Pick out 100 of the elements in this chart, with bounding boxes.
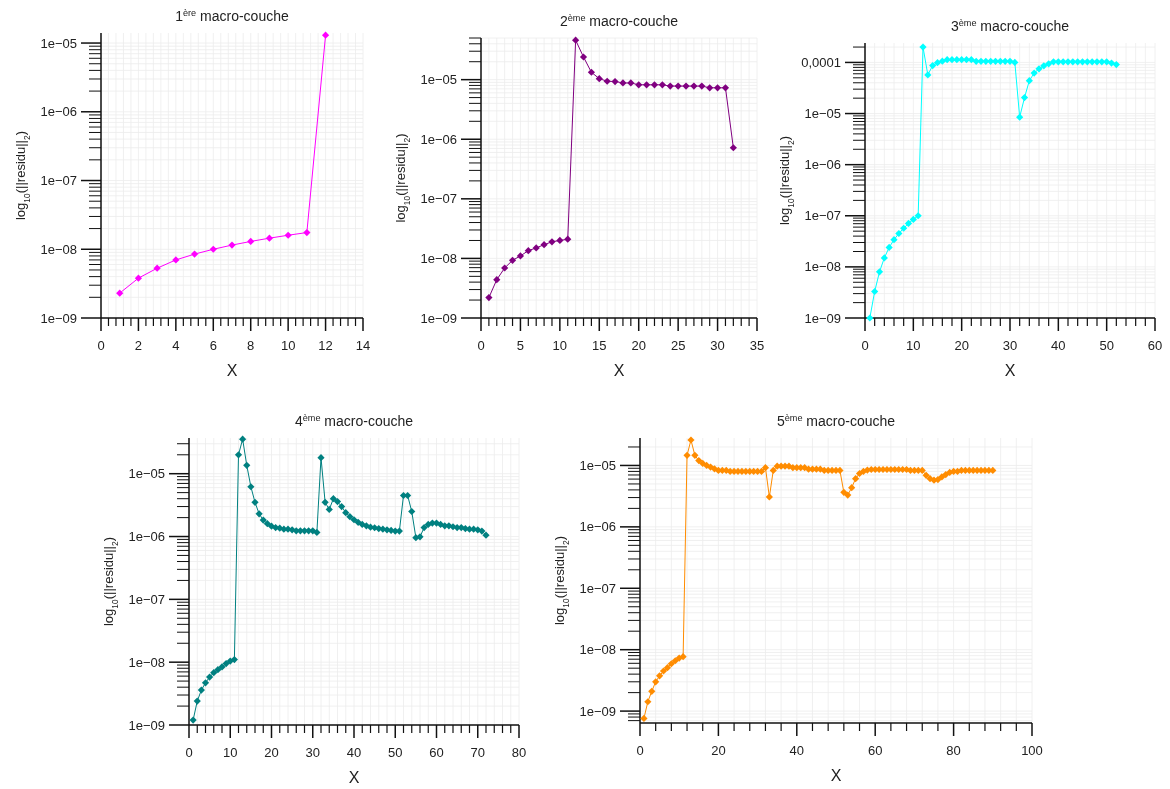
point: [674, 82, 682, 90]
point: [619, 79, 627, 87]
point: [1083, 58, 1091, 66]
point: [548, 238, 556, 246]
x-tick-label: 100: [1021, 743, 1043, 758]
y-tick-label: 1e−05: [804, 106, 841, 122]
y-tick-label: 1e−08: [579, 642, 616, 658]
point: [524, 247, 532, 255]
x-tick-label: 60: [1147, 338, 1163, 353]
x-axis-title: X: [613, 362, 625, 379]
point: [508, 256, 517, 264]
x-tick-label: 20: [954, 338, 969, 353]
x-tick-label: 10: [906, 338, 921, 353]
y-tick-label: 1e−09: [128, 717, 165, 733]
y-tick-label: 1e−09: [420, 310, 457, 326]
point: [729, 144, 737, 152]
point: [885, 243, 893, 252]
point: [603, 77, 611, 85]
point: [929, 61, 937, 70]
point: [972, 57, 980, 65]
x-tick-label: 8: [247, 338, 255, 353]
point: [890, 236, 898, 244]
x-axis-title: X: [348, 769, 360, 786]
point: [1103, 58, 1111, 66]
x-tick-label: 0: [861, 338, 869, 353]
point: [706, 84, 714, 92]
y-tick-label: 0,0001: [801, 54, 841, 70]
x-tick-label: 2: [134, 338, 143, 353]
x-tick-label: 10: [223, 745, 238, 760]
x-tick-label: 50: [1099, 338, 1114, 353]
y-tick-label: 1e−07: [579, 580, 616, 596]
point: [1069, 58, 1077, 66]
point: [690, 82, 698, 90]
point: [650, 81, 659, 89]
point: [556, 236, 564, 245]
x-tick-label: 14: [355, 338, 371, 353]
point: [1040, 62, 1048, 70]
y-tick-label: 1e−05: [40, 35, 77, 51]
point: [880, 254, 888, 262]
y-tick-label: 1e−08: [420, 250, 457, 266]
x-tick-label: 50: [388, 745, 403, 760]
point: [611, 77, 619, 86]
point: [1001, 57, 1009, 65]
y-tick-label: 1e−07: [420, 191, 457, 207]
point: [493, 276, 501, 284]
chart-title: 4$^{ème}$ macro-couche: [294, 413, 414, 429]
point: [284, 231, 292, 239]
point: [658, 81, 666, 89]
x-axis-title: X: [226, 362, 238, 379]
point: [247, 237, 255, 246]
x-axis-title: X: [830, 767, 842, 784]
point: [721, 84, 730, 92]
x-tick-label: 0: [185, 745, 193, 760]
point: [1098, 58, 1106, 66]
point: [924, 71, 932, 79]
y-tick-label: 1e−07: [40, 173, 77, 189]
x-tick-label: 4: [172, 338, 180, 353]
point: [116, 289, 124, 297]
y-tick-label: 1e−07: [128, 591, 165, 607]
x-tick-label: 60: [429, 745, 444, 760]
y-tick-label: 1e−05: [420, 72, 457, 88]
point: [900, 224, 908, 232]
point: [595, 75, 603, 83]
y-tick-label: 1e−05: [579, 458, 616, 474]
point: [982, 57, 990, 65]
y-tick-label: 1e−09: [804, 310, 841, 326]
point: [1035, 65, 1043, 73]
x-tick-label: 20: [711, 743, 726, 758]
y-tick-label: 1e−06: [40, 104, 77, 120]
chart-title: 5$^{ème}$ macro-couche: [776, 413, 896, 429]
point: [919, 43, 927, 51]
y-tick-label: 1e−06: [420, 131, 457, 147]
point: [228, 241, 236, 249]
y-tick-label: 1e−09: [579, 703, 616, 719]
x-tick-label: 30: [305, 745, 320, 760]
point: [627, 79, 635, 87]
x-tick-label: 6: [209, 338, 217, 353]
x-tick-label: 40: [1051, 338, 1066, 353]
x-tick-label: 60: [867, 743, 883, 758]
y-tick-label: 1e−08: [804, 259, 841, 275]
x-tick-label: 80: [511, 745, 527, 760]
x-tick-label: 25: [670, 338, 686, 353]
x-tick-label: 40: [789, 743, 805, 758]
point: [540, 241, 548, 249]
y-tick-label: 1e−07: [804, 208, 841, 224]
x-axis-title: X: [1004, 362, 1016, 379]
point: [943, 56, 951, 64]
x-tick-label: 10: [552, 338, 568, 353]
x-tick-label: 15: [592, 338, 607, 353]
point: [485, 294, 493, 302]
point: [904, 219, 913, 227]
point: [572, 36, 580, 44]
point: [134, 274, 143, 282]
point: [953, 56, 961, 64]
point: [713, 84, 722, 92]
x-tick-label: 0: [97, 338, 105, 353]
point: [303, 228, 311, 237]
x-tick-label: 5: [516, 338, 525, 353]
point: [875, 268, 884, 276]
y-tick-label: 1e−06: [579, 519, 616, 535]
